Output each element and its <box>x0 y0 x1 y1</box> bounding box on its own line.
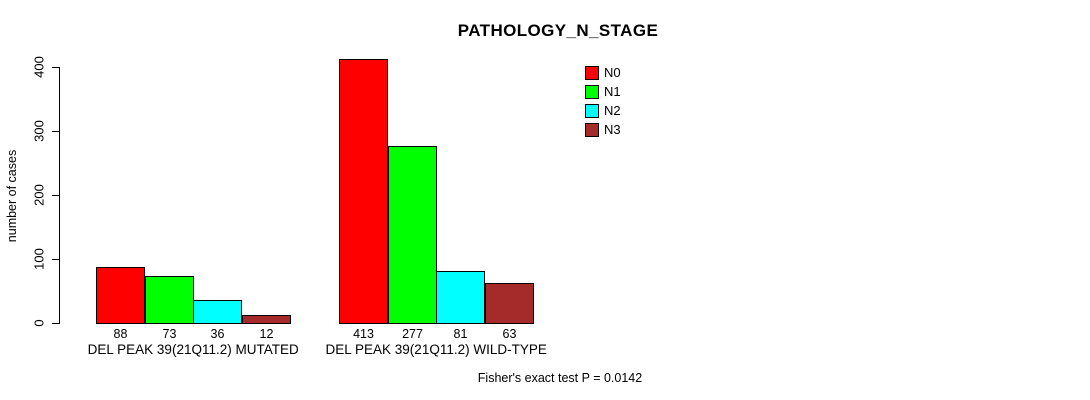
y-tick-label: 400 <box>31 56 47 78</box>
bar-n0 <box>96 267 145 324</box>
bar-value-label: 277 <box>402 327 423 341</box>
y-axis-label: number of cases <box>5 149 19 243</box>
y-tick-label: 0 <box>31 319 47 327</box>
bar-n0 <box>339 59 388 324</box>
y-axis-tick <box>52 131 59 132</box>
bar-n1 <box>145 276 194 324</box>
bar-n2 <box>436 271 485 324</box>
group-label: DEL PEAK 39(21Q11.2) MUTATED <box>87 342 299 357</box>
y-tick-label: 300 <box>31 120 47 142</box>
legend-label-n2: N2 <box>604 103 621 118</box>
y-axis-tick <box>52 259 59 260</box>
chart-title: PATHOLOGY_N_STAGE <box>457 21 659 40</box>
bar-value-label: 12 <box>259 327 274 341</box>
legend-label-n1: N1 <box>604 84 621 99</box>
bar-value-label: 63 <box>502 327 517 341</box>
bar-n1 <box>388 146 437 324</box>
y-tick-label: 100 <box>31 248 47 270</box>
bar-value-label: 81 <box>453 327 468 341</box>
y-axis-line <box>59 67 60 324</box>
group-label: DEL PEAK 39(21Q11.2) WILD-TYPE <box>325 342 547 357</box>
y-tick-label: 200 <box>31 184 47 206</box>
y-axis-tick <box>52 67 59 68</box>
legend-swatch-n2 <box>585 104 599 118</box>
bar-value-label: 88 <box>113 327 128 341</box>
bar-value-label: 413 <box>353 327 374 341</box>
bar-value-label: 73 <box>162 327 177 341</box>
legend-label-n0: N0 <box>604 65 621 80</box>
legend-swatch-n0 <box>585 66 599 80</box>
annotation-text: Fisher's exact test P = 0.0142 <box>477 371 643 385</box>
bar-n2 <box>193 300 242 324</box>
legend-swatch-n3 <box>585 123 599 137</box>
bar-value-label: 36 <box>210 327 225 341</box>
bar-n3 <box>485 283 534 324</box>
legend-swatch-n1 <box>585 85 599 99</box>
y-axis-tick <box>52 323 59 324</box>
legend-label-n3: N3 <box>604 122 621 137</box>
bar-n3 <box>242 315 291 324</box>
y-axis-tick <box>52 195 59 196</box>
